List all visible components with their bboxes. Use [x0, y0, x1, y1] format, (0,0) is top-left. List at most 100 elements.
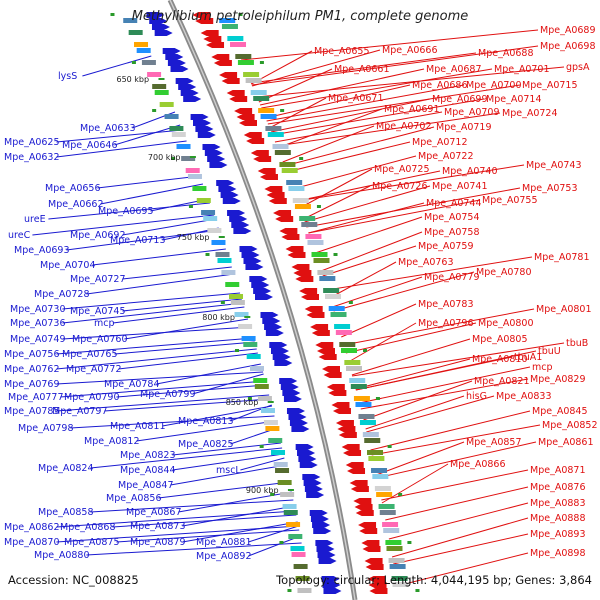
left-gene-label: Mpe_A0799 [140, 389, 196, 400]
cog-category-block [235, 54, 252, 59]
left-label-connector [66, 229, 220, 251]
right-label-connector [277, 108, 383, 149]
cog-category-block [136, 48, 151, 53]
left-label-connector [62, 302, 244, 324]
forward-strand-gene-arrow [209, 162, 228, 168]
left-label-connector [62, 292, 241, 310]
right-gene-label: Mpe_A0661 [334, 64, 390, 75]
cog-category-block [376, 492, 393, 497]
left-gene-label: mscL [216, 465, 241, 476]
left-gene-label: Mpe_A0824 [38, 463, 94, 474]
track-marker-dot [375, 397, 380, 400]
reverse-strand-gene-arrow [259, 174, 278, 180]
right-gene-label: Mpe_A0709 [444, 107, 500, 118]
left-label-connector [122, 218, 216, 236]
right-label-connector [381, 463, 449, 504]
left-gene-label: Mpe_A0785 [4, 406, 60, 417]
forward-strand-gene-arrow [243, 258, 262, 264]
reverse-strand-gene-arrow [273, 210, 292, 216]
right-gene-label: Mpe_A0800 [478, 318, 534, 329]
right-gene-label: Mpe_A0666 [382, 45, 438, 56]
left-label-connector [82, 55, 152, 77]
right-gene-label: Mpe_A0741 [432, 181, 488, 192]
reverse-strand-gene-arrow [332, 408, 351, 414]
forward-strand-gene-arrow [262, 318, 281, 324]
forward-strand-gene-arrow [245, 264, 264, 270]
right-label-connector [376, 441, 537, 479]
right-label-connector [365, 395, 465, 430]
track-marker-dot [287, 589, 292, 592]
cog-category-block [295, 576, 310, 581]
cog-category-block [134, 42, 149, 47]
left-label-connector [182, 505, 295, 527]
cog-category-block [219, 18, 236, 23]
forward-strand-gene-arrow [303, 480, 322, 486]
forward-strand-gene-arrow [239, 246, 258, 252]
forward-strand-gene-arrow [167, 60, 186, 66]
left-gene-label: Mpe_A0736 [10, 318, 66, 329]
cog-category-block [271, 450, 286, 455]
right-label-connector [256, 66, 565, 98]
right-gene-label: Mpe_A0702 [376, 121, 432, 132]
left-gene-label: Mpe_A0812 [84, 436, 140, 447]
cog-category-block [299, 216, 316, 221]
track-marker-dot [407, 541, 412, 544]
left-gene-label: Mpe_A0870 [4, 537, 60, 548]
forward-strand-gene-arrow [154, 30, 173, 36]
kbp-marker-label: 800 kbp [202, 313, 235, 322]
right-label-connector [322, 245, 417, 277]
reverse-strand-gene-arrow [361, 540, 380, 546]
left-gene-label: Mpe_A0811 [110, 421, 166, 432]
right-label-connector [265, 84, 411, 119]
reverse-strand-gene-arrow [206, 42, 225, 48]
reverse-strand-gene-arrow [326, 384, 345, 390]
left-label-connector [124, 318, 249, 340]
left-gene-label: Mpe_A0797 [52, 406, 108, 417]
left-label-connector [248, 535, 301, 557]
forward-strand-gene-arrow [222, 198, 241, 204]
left-gene-label: Mpe_A0769 [4, 379, 60, 390]
track-marker-dot [131, 61, 136, 64]
right-label-connector [341, 303, 417, 338]
left-label-connector [178, 491, 292, 513]
left-label-connector [70, 415, 275, 429]
kbp-marker-label: 850 kbp [226, 398, 259, 407]
right-label-connector [351, 338, 471, 376]
cog-category-block [291, 552, 306, 557]
cog-category-block [221, 270, 236, 275]
right-label-connector [297, 170, 441, 202]
right-gene-label: Mpe_A0866 [450, 459, 506, 470]
right-label-connector [251, 45, 539, 86]
left-label-connector [118, 352, 258, 370]
right-label-connector [274, 111, 443, 143]
reverse-strand-gene-arrow [239, 120, 258, 126]
left-gene-label: Mpe_A0858 [38, 507, 94, 518]
right-label-connector [348, 322, 417, 363]
right-label-connector [366, 395, 495, 433]
cog-category-block [238, 324, 253, 329]
left-gene-label: Mpe_A0856 [106, 493, 162, 504]
left-gene-label: mcp [94, 318, 115, 329]
cog-category-block [159, 102, 174, 107]
right-gene-label: Mpe_A0724 [502, 108, 558, 119]
cog-category-block [268, 438, 283, 443]
cog-category-block [147, 72, 162, 77]
reverse-strand-gene-arrow [203, 36, 222, 42]
left-gene-label: Mpe_A0760 [72, 334, 128, 345]
reverse-strand-gene-arrow [264, 186, 283, 192]
forward-strand-gene-arrow [304, 486, 323, 492]
forward-strand-gene-arrow [218, 186, 237, 192]
cog-category-block [171, 132, 186, 137]
cog-category-block [325, 294, 342, 299]
left-label-connector [86, 542, 302, 556]
cog-category-block [388, 558, 405, 563]
forward-strand-gene-arrow [310, 516, 329, 522]
cog-category-block [253, 378, 268, 383]
right-gene-label: Mpe_A0688 [478, 48, 534, 59]
reverse-strand-gene-arrow [306, 312, 325, 318]
forward-strand-gene-arrow [204, 150, 223, 156]
cog-category-block [217, 258, 232, 263]
cog-category-block [334, 324, 351, 329]
right-label-connector [286, 141, 411, 173]
forward-strand-gene-arrow [306, 492, 325, 498]
